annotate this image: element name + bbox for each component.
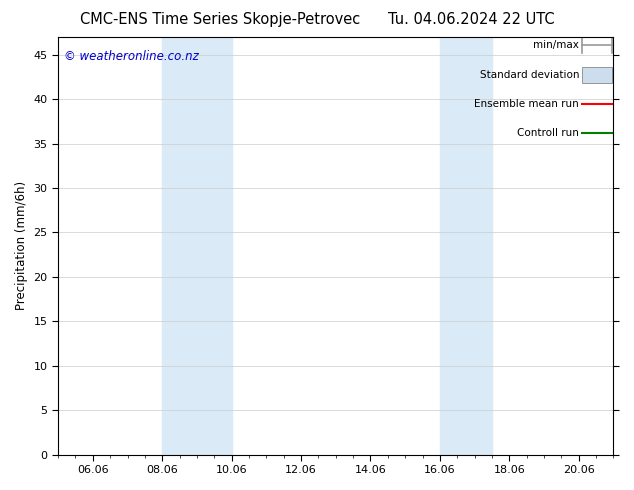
Bar xyxy=(162,37,231,455)
Bar xyxy=(440,37,492,455)
Text: Standard deviation: Standard deviation xyxy=(479,70,579,80)
Text: Ensemble mean run: Ensemble mean run xyxy=(474,99,579,109)
Bar xyxy=(582,67,612,82)
Y-axis label: Precipitation (mm/6h): Precipitation (mm/6h) xyxy=(15,181,28,310)
Text: min/max: min/max xyxy=(533,40,579,50)
Text: CMC-ENS Time Series Skopje-Petrovec      Tu. 04.06.2024 22 UTC: CMC-ENS Time Series Skopje-Petrovec Tu. … xyxy=(80,12,554,27)
Text: Controll run: Controll run xyxy=(517,128,579,138)
Text: © weatheronline.co.nz: © weatheronline.co.nz xyxy=(63,49,198,63)
